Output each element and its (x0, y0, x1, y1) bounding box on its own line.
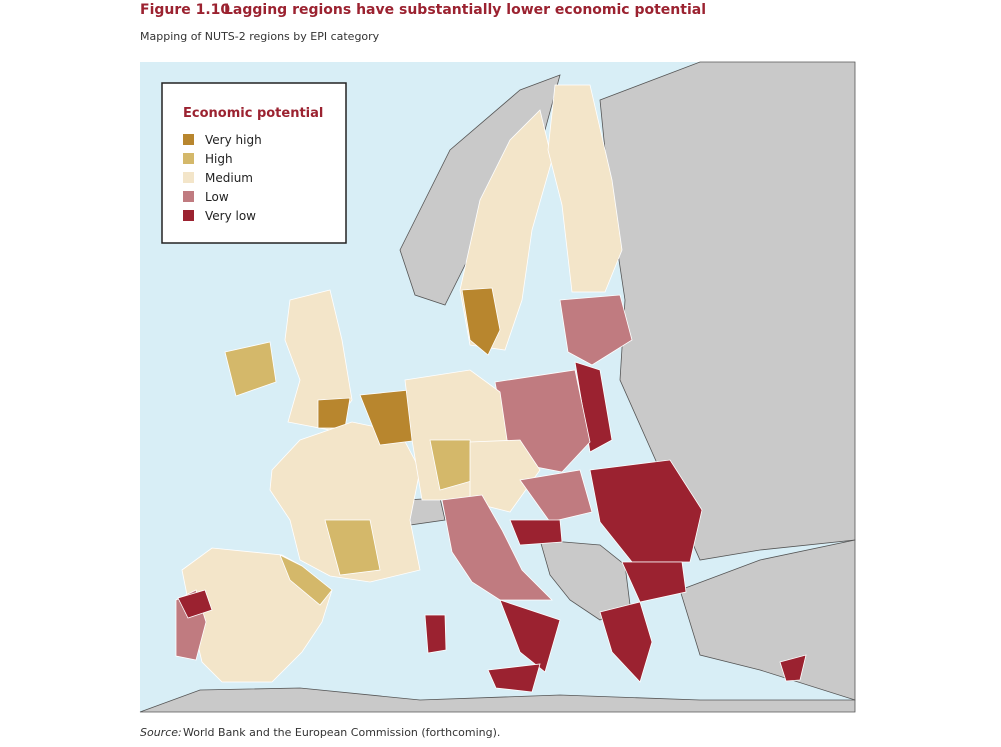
region (324, 519, 381, 576)
region (487, 663, 541, 693)
region (469, 439, 541, 513)
land (599, 61, 856, 561)
legend-label: Low (205, 190, 229, 204)
legend-items: Very high High Medium Low Very low (183, 133, 262, 223)
map (139, 61, 856, 713)
region (779, 654, 807, 682)
region (461, 287, 501, 356)
legend-label: High (205, 152, 233, 166)
region (499, 599, 561, 673)
region (599, 601, 653, 683)
region (224, 341, 277, 397)
region (269, 421, 421, 583)
region (441, 494, 553, 601)
region (509, 519, 563, 546)
legend-swatch (183, 210, 194, 221)
region (547, 84, 623, 293)
region (519, 469, 593, 523)
figure-title: Lagging regions have substantially lower… (224, 2, 706, 18)
source-label: Source: (140, 726, 182, 739)
subtitle: Mapping of NUTS-2 regions by EPI categor… (140, 30, 380, 43)
region (177, 589, 213, 619)
legend-title: Economic potential (183, 106, 323, 121)
legend-label: Very high (205, 133, 262, 147)
legend-swatch (183, 191, 194, 202)
source-text: World Bank and the European Commission (… (183, 726, 500, 739)
legend-label: Medium (205, 171, 253, 185)
land (139, 687, 856, 713)
region (621, 561, 687, 603)
legend: Economic potential Very high High Medium Lo… (161, 82, 347, 244)
region (589, 459, 703, 563)
legend-swatch (183, 134, 194, 145)
legend-swatch (183, 153, 194, 164)
region (317, 397, 351, 429)
region (559, 294, 633, 366)
region (424, 614, 447, 654)
legend-label: Very low (205, 209, 256, 223)
legend-swatch (183, 172, 194, 183)
region (279, 554, 333, 606)
figure-number: Figure 1.10 (140, 2, 230, 18)
